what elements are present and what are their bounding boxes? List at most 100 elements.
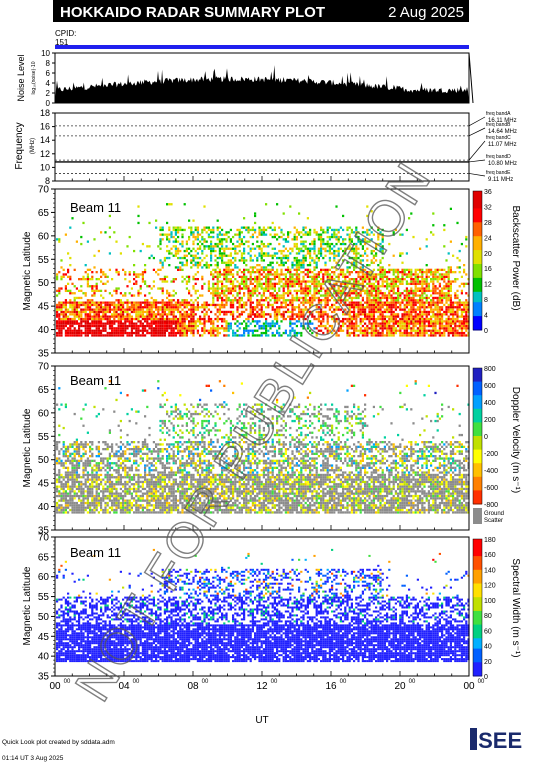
heat-cell: [262, 242, 265, 246]
heat-cell: [170, 203, 173, 206]
heat-cell: [100, 508, 103, 512]
heat-cell: [377, 329, 380, 332]
heat-cell: [342, 324, 345, 328]
heat-cell: [449, 313, 452, 316]
heat-cell: [196, 320, 199, 323]
heat-cell: [388, 285, 391, 288]
heat-cell: [240, 242, 243, 246]
heat-cell: [157, 320, 160, 323]
heat-cell: [306, 324, 309, 328]
heat-cell: [104, 329, 107, 332]
heat-cell: [278, 334, 281, 337]
heat-cell: [196, 306, 199, 309]
heat-cell: [207, 329, 210, 332]
heat-cell: [454, 278, 457, 281]
heat-cell: [333, 320, 336, 323]
heat-cell: [111, 294, 114, 297]
heat-cell: [381, 266, 384, 269]
heat-cell: [427, 310, 430, 314]
heat-cell: [117, 306, 120, 309]
heat-cell: [188, 275, 191, 278]
heat-cell: [379, 275, 382, 278]
heat-cell: [339, 308, 342, 311]
heat-cell: [71, 334, 74, 337]
heat-cell: [449, 296, 452, 300]
heat-cell: [84, 473, 87, 477]
heat-cell: [170, 327, 173, 330]
heat-cell: [304, 233, 307, 236]
heat-cell: [434, 306, 437, 309]
heat-cell: [436, 313, 439, 316]
heat-cell: [64, 506, 67, 509]
heat-cell: [265, 287, 268, 290]
heat-cell: [78, 303, 81, 307]
heat-cell: [95, 455, 98, 458]
heat-cell: [137, 221, 140, 225]
heat-cell: [313, 299, 316, 302]
heat-cell: [421, 317, 424, 321]
heat-cell: [375, 259, 378, 262]
heat-cell: [335, 233, 338, 236]
heat-cell: [223, 327, 226, 330]
heat-cell: [368, 308, 371, 311]
heat-cell: [401, 301, 404, 304]
heat-cell: [254, 324, 257, 328]
heat-cell: [282, 264, 285, 267]
heat-cell: [212, 289, 215, 292]
heat-cell: [414, 285, 417, 288]
heat-cell: [284, 256, 287, 260]
heat-cell: [67, 478, 70, 481]
heat-cell: [386, 334, 389, 337]
heat-cell: [386, 287, 389, 290]
heat-cell: [113, 331, 116, 335]
heat-cell: [223, 294, 226, 297]
heat-cell: [190, 266, 193, 269]
heat-cell: [75, 473, 78, 477]
heat-cell: [60, 473, 63, 477]
heat-cell: [91, 473, 94, 477]
heat-cell: [159, 329, 162, 332]
heat-cell: [372, 301, 375, 304]
heat-cell: [172, 240, 175, 243]
heat-cell: [465, 282, 468, 285]
heat-cell: [203, 245, 206, 248]
heat-cell: [124, 317, 127, 321]
heat-cell: [155, 331, 158, 335]
heat-cell: [278, 327, 281, 330]
heat-cell: [289, 273, 292, 276]
heat-cell: [172, 306, 175, 309]
heat-cell: [280, 296, 283, 300]
heat-cell: [80, 322, 83, 325]
heat-cell: [258, 301, 261, 304]
heat-cell: [267, 313, 270, 316]
heat-cell: [236, 240, 239, 243]
heat-cell: [432, 282, 435, 285]
heat-cell: [190, 331, 193, 335]
heat-cell: [300, 313, 303, 316]
heat-cell: [300, 310, 303, 314]
heat-cell: [438, 306, 441, 309]
heat-cell: [311, 280, 314, 283]
heat-cell: [337, 299, 340, 302]
heat-cell: [106, 275, 109, 278]
heat-cell: [243, 268, 246, 271]
heat-cell: [298, 296, 301, 300]
heat-cell: [282, 294, 285, 297]
heat-cell: [159, 287, 162, 290]
heat-cell: [218, 252, 221, 255]
heat-cell: [205, 313, 208, 316]
heat-cell: [67, 487, 70, 491]
heat-cell: [256, 294, 259, 297]
heat-cell: [304, 308, 307, 311]
heat-cell: [350, 331, 353, 335]
heat-cell: [416, 299, 419, 302]
freq-ytick-label: 8: [45, 176, 50, 186]
heat-cell: [82, 490, 85, 493]
heat-cell: [414, 334, 417, 337]
heat-cell: [370, 322, 373, 325]
heat-cell: [430, 271, 433, 274]
heat-cell: [225, 329, 228, 332]
heat-cell: [67, 334, 70, 337]
heat-cell: [106, 445, 109, 448]
heat-cell: [240, 334, 243, 337]
